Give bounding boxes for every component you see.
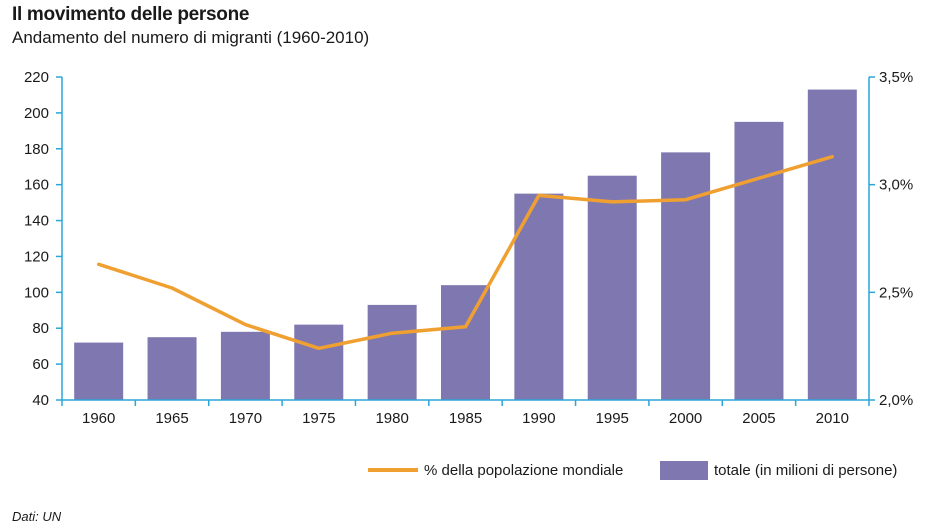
right-tick-label: 3,5% — [879, 69, 913, 86]
x-tick-label-2000: 2000 — [669, 410, 702, 427]
right-tick-label: 2,0% — [879, 392, 913, 409]
bar-2005 — [734, 121, 784, 400]
right-tick-label: 2,5% — [879, 284, 913, 301]
left-tick-label: 100 — [24, 284, 49, 301]
legend-bar-label: totale (in milioni di persone) — [714, 462, 897, 479]
left-tick-label: 80 — [32, 320, 49, 337]
line-layer — [96, 154, 835, 351]
bar-2010 — [807, 89, 857, 401]
legend: % della popolazione mondiale totale (in … — [368, 461, 897, 480]
left-tick-label: 180 — [24, 141, 49, 158]
left-tick-label: 160 — [24, 177, 49, 194]
bars-layer — [74, 89, 857, 401]
left-tick-label: 120 — [24, 248, 49, 265]
left-tick-label: 40 — [32, 392, 49, 409]
axes-layer: 40 60 80 100 120 140 160 180 200 220 2,0% 2,5% 3,0% 3… — [24, 69, 913, 427]
x-tick-label-1965: 1965 — [155, 410, 188, 427]
left-tick-label: 140 — [24, 213, 49, 230]
left-tick-label: 60 — [32, 356, 49, 373]
bar-2000 — [661, 152, 711, 400]
chart-title: Il movimento delle persone — [12, 4, 250, 25]
legend-bar-swatch — [660, 461, 708, 480]
x-tick-label-1975: 1975 — [302, 410, 335, 427]
x-tick-label-1985: 1985 — [449, 410, 482, 427]
x-tick-label-1960: 1960 — [82, 410, 115, 427]
bar-1980 — [367, 304, 417, 400]
left-tick-label: 220 — [24, 69, 49, 86]
x-tick-label-2005: 2005 — [742, 410, 775, 427]
left-tick-label: 200 — [24, 105, 49, 122]
x-tick-label-1995: 1995 — [596, 410, 629, 427]
bar-1985 — [441, 285, 490, 400]
right-tick-label: 3,0% — [879, 177, 913, 194]
bar-1975 — [294, 324, 344, 400]
bar-1960 — [74, 342, 124, 400]
share-line — [96, 154, 835, 351]
legend-line-label: % della popolazione mondiale — [424, 462, 623, 479]
bar-1965 — [147, 337, 197, 400]
bar-1995 — [587, 175, 637, 400]
chart-subtitle: Andamento del numero di migranti (1960-2… — [12, 28, 370, 47]
x-tick-label-1980: 1980 — [375, 410, 408, 427]
x-tick-label-1990: 1990 — [522, 410, 555, 427]
x-tick-label-2010: 2010 — [816, 410, 849, 427]
data-source: Dati: UN — [12, 509, 62, 524]
x-tick-label-1970: 1970 — [229, 410, 262, 427]
bar-1970 — [220, 331, 270, 400]
